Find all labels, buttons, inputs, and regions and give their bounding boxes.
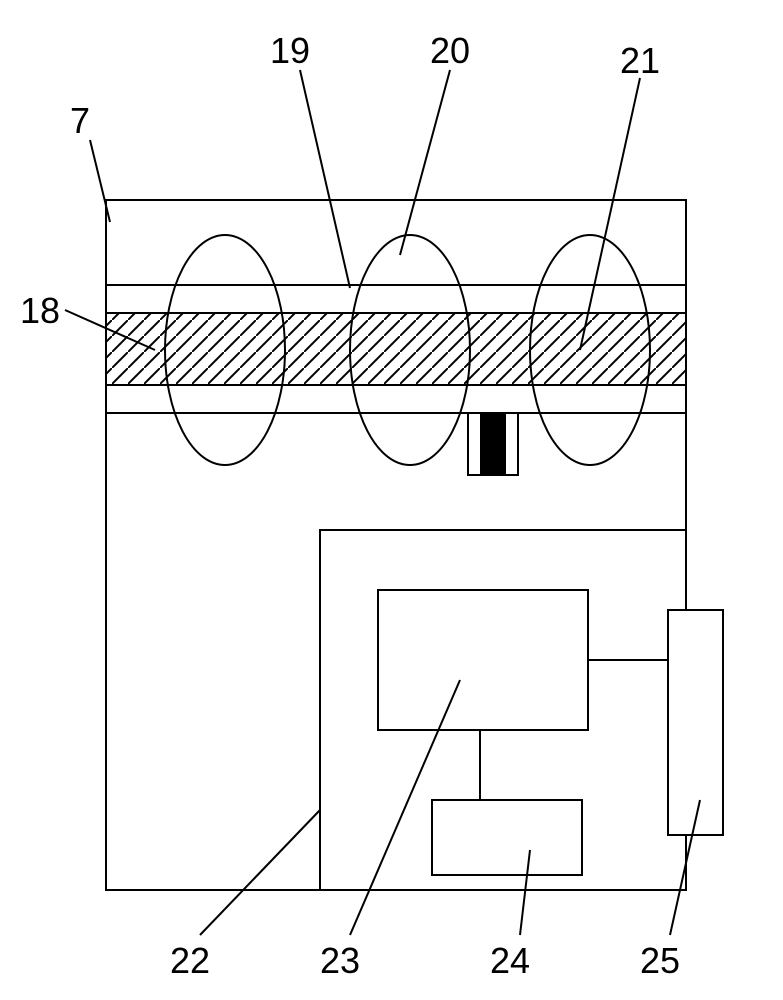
leader-19 [300,70,350,288]
label-7: 7 [70,100,90,142]
label-20: 20 [430,30,470,72]
inner-housing [320,530,686,890]
label-23: 23 [320,940,360,982]
leader-23 [350,680,460,935]
label-24: 24 [490,940,530,982]
leader-24 [520,850,530,935]
label-21: 21 [620,40,660,82]
leader-22 [200,810,320,935]
main-body [106,200,686,890]
box-23 [378,590,588,730]
leader-21 [580,78,640,350]
box-24 [432,800,582,875]
shaft [106,313,686,385]
leader-7 [90,140,110,222]
box-25 [668,610,723,835]
slot-top [106,285,686,313]
label-25: 25 [640,940,680,982]
slot-bottom [106,385,686,413]
label-22: 22 [170,940,210,982]
sensor-connector [480,413,506,475]
label-18: 18 [20,290,60,332]
leader-20 [400,70,450,255]
diagram-canvas [0,0,783,1000]
label-19: 19 [270,30,310,72]
